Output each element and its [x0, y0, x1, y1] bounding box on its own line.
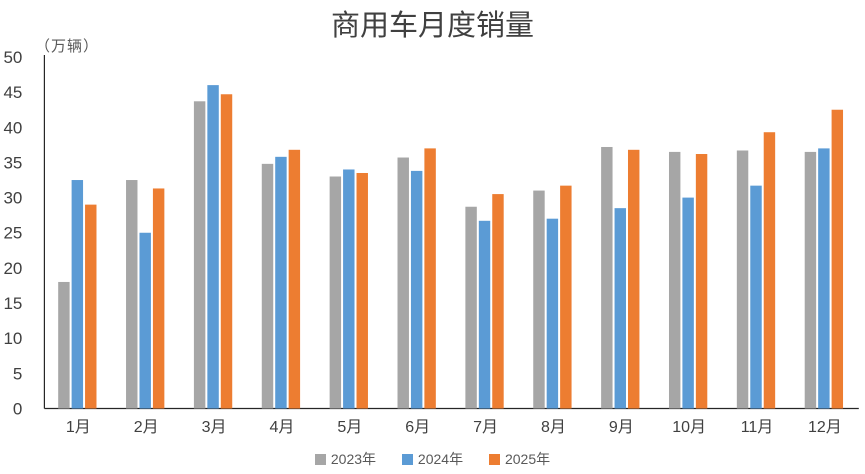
- svg-text:30: 30: [3, 189, 22, 208]
- svg-text:2月: 2月: [134, 419, 159, 436]
- svg-text:10: 10: [3, 329, 22, 348]
- svg-text:15: 15: [3, 294, 22, 313]
- svg-text:40: 40: [3, 118, 22, 137]
- svg-text:4月: 4月: [269, 419, 294, 436]
- svg-text:25: 25: [3, 224, 22, 243]
- svg-text:5: 5: [13, 364, 22, 383]
- svg-text:3月: 3月: [202, 419, 227, 436]
- svg-text:0: 0: [13, 399, 22, 418]
- svg-text:1月: 1月: [66, 419, 91, 436]
- svg-text:35: 35: [3, 153, 22, 172]
- svg-text:45: 45: [3, 83, 22, 102]
- svg-text:5月: 5月: [337, 419, 362, 436]
- svg-text:11月: 11月: [741, 419, 774, 436]
- svg-text:20: 20: [3, 259, 22, 278]
- svg-text:7月: 7月: [473, 419, 498, 436]
- svg-text:8月: 8月: [541, 419, 566, 436]
- svg-text:50: 50: [3, 48, 22, 67]
- svg-text:10月: 10月: [672, 419, 706, 436]
- svg-text:9月: 9月: [609, 419, 634, 436]
- svg-text:6月: 6月: [405, 419, 430, 436]
- svg-text:12月: 12月: [808, 419, 842, 436]
